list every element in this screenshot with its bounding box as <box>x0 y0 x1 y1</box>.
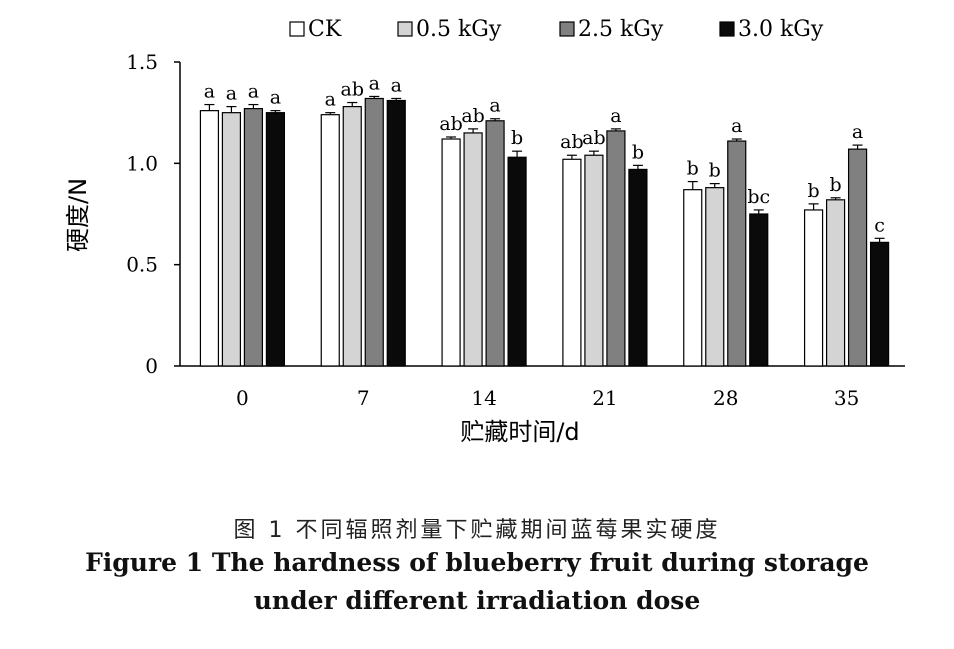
significance-label: bc <box>747 186 770 208</box>
significance-label: a <box>610 105 621 127</box>
x-ticks: 0 7 14 21 28 35 <box>236 386 859 410</box>
bar <box>386 99 406 367</box>
significance-label: ab <box>560 131 584 153</box>
significance-label: a <box>325 89 336 111</box>
bar <box>485 120 505 367</box>
significance-label: b <box>709 160 721 182</box>
bar <box>727 140 747 367</box>
bar <box>364 97 384 367</box>
x-tick-label: 14 <box>471 386 496 410</box>
significance-label: a <box>204 81 215 103</box>
bar <box>199 110 220 367</box>
bar <box>749 213 769 367</box>
legend-swatch <box>397 21 413 37</box>
significance-label: a <box>248 81 259 103</box>
bar <box>243 108 264 367</box>
bar <box>869 241 890 367</box>
bar <box>463 132 483 367</box>
significance-label: a <box>852 121 863 143</box>
y-tick-label: 1.5 <box>126 50 158 74</box>
significance-label: ab <box>439 113 463 135</box>
bar <box>705 187 725 367</box>
legend-swatch <box>559 21 575 37</box>
significance-label: a <box>226 83 237 105</box>
y-tick-label: 1.0 <box>126 151 158 175</box>
figure-caption-english-line2: under different irradiation dose <box>253 586 701 615</box>
x-tick-label: 21 <box>592 386 617 410</box>
legend: CK 0.5 kGy 2.5 kGy 3.0 kGy <box>289 17 824 42</box>
y-tick-label: 0.5 <box>126 253 158 277</box>
bar <box>803 209 824 367</box>
bar <box>221 112 242 367</box>
bar <box>562 158 582 367</box>
legend-label: 3.0 kGy <box>738 17 824 42</box>
bar <box>265 112 286 367</box>
bar <box>628 168 648 367</box>
figure-caption-english-line1: Figure 1 The hardness of blueberry fruit… <box>85 548 869 577</box>
significance-label: ab <box>461 105 485 127</box>
figure-caption-chinese: 图 1 不同辐照剂量下贮藏期间蓝莓果实硬度 <box>233 518 721 543</box>
significance-label: c <box>874 214 885 236</box>
x-tick-label: 35 <box>834 386 859 410</box>
significance-label: b <box>632 141 644 163</box>
significance-label: a <box>489 95 500 117</box>
x-tick-label: 28 <box>713 386 738 410</box>
y-axis-title: 硬度/N <box>64 178 92 252</box>
x-tick-label: 0 <box>236 386 249 410</box>
bar <box>342 105 362 367</box>
significance-label: a <box>731 115 742 137</box>
significance-label: ab <box>341 79 365 101</box>
legend-label: 0.5 kGy <box>416 17 502 42</box>
significance-label: a <box>369 72 380 94</box>
x-axis-title: 贮藏时间/d <box>460 418 579 446</box>
bar <box>847 148 868 367</box>
legend-swatch <box>289 21 305 37</box>
legend-label: CK <box>308 17 342 42</box>
bar <box>441 138 461 367</box>
y-ticks: 0 0.5 1.0 1.5 <box>126 50 180 378</box>
bar <box>320 114 340 367</box>
significance-label: a <box>391 74 402 96</box>
legend-swatch <box>719 21 735 37</box>
significance-label: b <box>807 180 819 202</box>
bar <box>683 189 703 367</box>
significance-label: b <box>511 127 523 149</box>
bar <box>606 130 626 367</box>
significance-label: a <box>270 87 281 109</box>
significance-label: b <box>687 158 699 180</box>
x-tick-label: 7 <box>357 386 370 410</box>
bar <box>584 154 604 367</box>
legend-label: 2.5 kGy <box>578 17 664 42</box>
bar <box>825 199 846 367</box>
significance-label: b <box>829 174 841 196</box>
significance-label: ab <box>582 127 606 149</box>
y-tick-label: 0 <box>145 354 158 378</box>
bar <box>507 156 527 367</box>
